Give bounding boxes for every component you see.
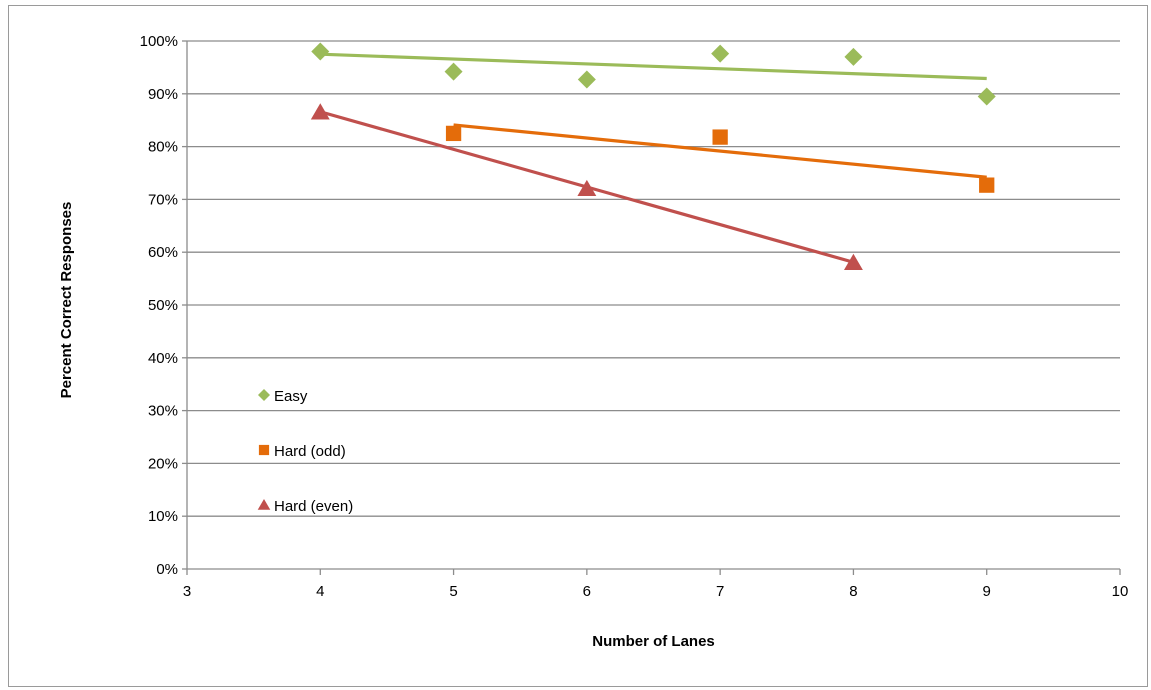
y-tick-label: 80%: [148, 139, 178, 156]
trendlines: [320, 54, 986, 262]
data-point: [578, 71, 596, 89]
legend-marker: [258, 499, 271, 510]
x-tick-label: 8: [849, 583, 857, 600]
axes: [182, 41, 1120, 575]
y-tick-label: 40%: [148, 350, 178, 367]
y-tick-label: 30%: [148, 403, 178, 420]
y-tick-label: 0%: [156, 561, 178, 578]
data-point: [446, 126, 461, 141]
y-tick-label: 50%: [148, 297, 178, 314]
legend-marker: [259, 445, 269, 455]
y-axis-title: Percent Correct Responses: [58, 202, 75, 399]
x-tick-label: 9: [983, 583, 991, 600]
y-tick-label: 70%: [148, 191, 178, 208]
y-tick-label: 100%: [140, 33, 178, 50]
data-point: [844, 48, 862, 66]
x-tick-label: 4: [316, 583, 324, 600]
x-tick-label: 6: [583, 583, 591, 600]
data-point: [311, 103, 330, 119]
data-point: [979, 177, 994, 192]
trendline-1: [320, 54, 986, 78]
data-point: [978, 87, 996, 105]
legend: Easy Hard (odd) Hard (even): [258, 388, 354, 515]
y-tick-label: 10%: [148, 508, 178, 525]
y-tick-label: 90%: [148, 86, 178, 103]
legend-label: Hard (even): [274, 498, 353, 515]
data-point: [712, 129, 727, 144]
x-tick-label: 3: [183, 583, 191, 600]
x-tick-label: 10: [1112, 583, 1129, 600]
y-tick-label: 60%: [148, 244, 178, 261]
x-tick-label: 5: [449, 583, 457, 600]
data-point: [445, 63, 463, 81]
legend-label: Hard (odd): [274, 443, 346, 460]
y-tick-label: 20%: [148, 455, 178, 472]
data-point: [711, 45, 729, 63]
legend-label: Easy: [274, 388, 308, 405]
x-axis-title: Number of Lanes: [592, 633, 715, 650]
legend-marker: [258, 389, 270, 401]
x-tick-label: 7: [716, 583, 724, 600]
data-point: [311, 43, 329, 61]
